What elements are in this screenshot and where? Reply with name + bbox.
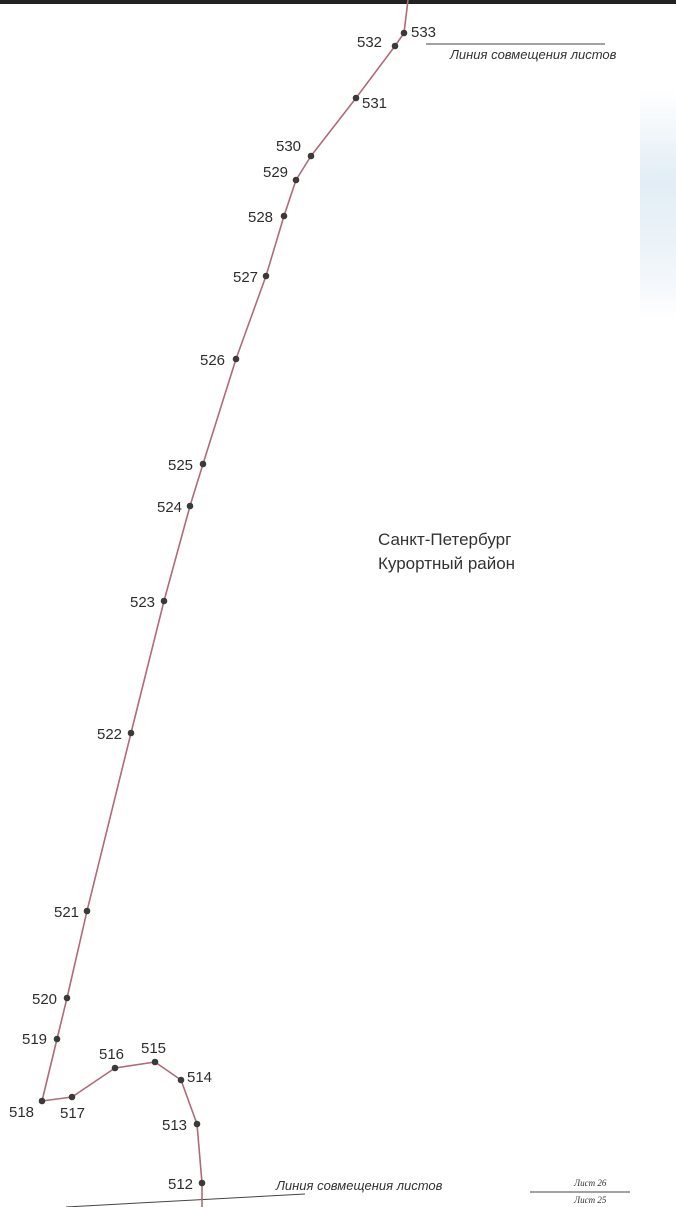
boundary-point-label-529: 529 (263, 164, 288, 181)
boundary-point-label-528: 528 (248, 209, 273, 226)
boundary-point-531 (352, 94, 360, 102)
boundary-point-label-525: 525 (168, 457, 193, 474)
boundary-point-label-533: 533 (411, 24, 436, 41)
boundary-point-label-526: 526 (200, 352, 225, 369)
sheet-join-label-top: Линия совмещения листов (449, 47, 617, 62)
boundary-point-521 (83, 907, 91, 915)
sheet-number-upper: Лист 26 (573, 1178, 607, 1188)
sheet-join-line-bottom-left (65, 1193, 306, 1207)
boundary-point-517 (68, 1093, 76, 1101)
boundary-point-label-521: 521 (54, 904, 79, 921)
boundary-point-label-513: 513 (162, 1117, 187, 1134)
boundary-point-515 (151, 1058, 159, 1066)
boundary-point-label-516: 516 (99, 1046, 124, 1063)
district-city: Санкт-Петербург (378, 530, 512, 549)
sheet-number-lower: Лист 25 (573, 1195, 607, 1205)
boundary-point-528 (280, 212, 288, 220)
faded-stamp (640, 90, 676, 320)
boundary-point-533 (400, 29, 408, 37)
boundary-point-520 (63, 994, 71, 1002)
boundary-point-label-532: 532 (357, 34, 382, 51)
boundary-point-label-519: 519 (22, 1031, 47, 1048)
boundary-point-519 (53, 1035, 61, 1043)
boundary-point-518 (38, 1097, 46, 1105)
boundary-point-label-530: 530 (276, 138, 301, 155)
boundary-point-516 (111, 1064, 119, 1072)
boundary-point-527 (262, 272, 270, 280)
boundary-point-label-512: 512 (168, 1176, 193, 1193)
boundary-point-525 (199, 460, 207, 468)
boundary-point-523 (160, 597, 168, 605)
boundary-point-label-514: 514 (187, 1069, 212, 1086)
boundary-point-524 (186, 502, 194, 510)
boundary-point-512 (198, 1179, 206, 1187)
boundary-point-529 (292, 176, 300, 184)
boundary-point-label-522: 522 (97, 726, 122, 743)
boundary-point-label-527: 527 (233, 269, 258, 286)
boundary-point-label-520: 520 (32, 991, 57, 1008)
sheet-join-label-bottom: Линия совмещения листов (275, 1178, 443, 1193)
district-label: Санкт-Петербург Курортный район (378, 528, 515, 576)
boundary-point-526 (232, 355, 240, 363)
boundary-point-514 (177, 1076, 185, 1084)
boundary-point-label-531: 531 (362, 95, 387, 112)
boundary-point-532 (391, 42, 399, 50)
boundary-point-label-517: 517 (60, 1105, 85, 1122)
boundary-point-label-518: 518 (9, 1104, 34, 1121)
boundary-point-label-523: 523 (130, 594, 155, 611)
boundary-point-530 (307, 152, 315, 160)
boundary-point-label-524: 524 (157, 499, 182, 516)
district-name: Курортный район (378, 554, 516, 573)
boundary-point-513 (193, 1120, 201, 1128)
scan-top-edge (0, 0, 676, 4)
boundary-point-522 (127, 729, 135, 737)
boundary-point-label-515: 515 (141, 1040, 166, 1057)
boundary-line (41, 0, 409, 1207)
boundary-layer: 512 513 514 515 516 517 518 519 520 521 522 523 524 5… (9, 0, 436, 1207)
